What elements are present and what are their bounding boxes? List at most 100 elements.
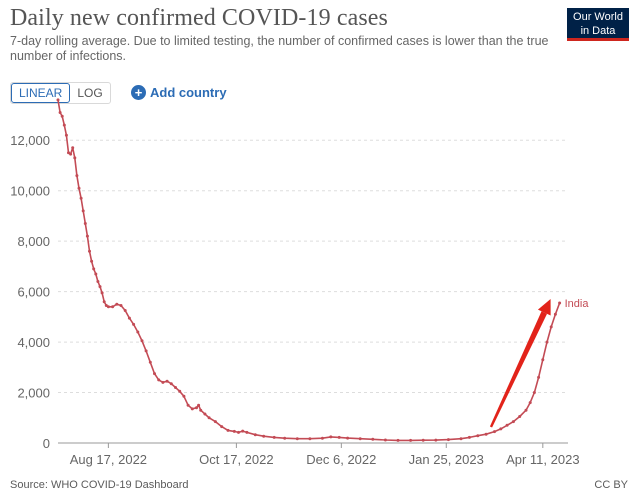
data-point[interactable] (545, 340, 549, 344)
data-point[interactable] (174, 386, 177, 389)
data-point[interactable] (58, 111, 62, 114)
data-point[interactable] (182, 394, 186, 398)
data-point[interactable] (73, 156, 77, 160)
data-point[interactable] (94, 272, 98, 276)
data-point[interactable] (383, 438, 387, 442)
data-point[interactable] (90, 259, 94, 263)
data-point[interactable] (459, 437, 463, 441)
data-point[interactable] (245, 430, 249, 434)
data-point[interactable] (77, 186, 81, 190)
data-point[interactable] (320, 436, 324, 440)
data-point[interactable] (358, 437, 362, 441)
x-tick-label: Jan 25, 2023 (409, 452, 484, 467)
add-country-button[interactable]: + Add country (131, 83, 227, 101)
data-point[interactable] (446, 438, 450, 442)
data-point[interactable] (169, 382, 173, 386)
data-point[interactable] (558, 301, 562, 305)
data-point[interactable] (60, 114, 64, 118)
data-point[interactable] (123, 309, 127, 312)
linear-scale-button[interactable]: LINEAR (11, 83, 71, 103)
data-point[interactable] (524, 408, 528, 412)
data-point[interactable] (115, 302, 119, 306)
data-point[interactable] (308, 437, 312, 441)
data-point[interactable] (499, 427, 503, 431)
data-point[interactable] (493, 430, 496, 434)
data-point[interactable] (203, 412, 207, 416)
data-point[interactable] (396, 438, 400, 442)
data-point[interactable] (81, 209, 85, 213)
data-point[interactable] (195, 406, 198, 410)
data-point[interactable] (161, 380, 165, 384)
data-point[interactable] (140, 339, 144, 343)
data-point[interactable] (541, 358, 545, 362)
data-point[interactable] (75, 174, 79, 178)
data-point[interactable] (88, 249, 91, 253)
data-point[interactable] (283, 436, 287, 440)
owid-logo[interactable]: Our World in Data (567, 8, 629, 41)
data-point[interactable] (237, 430, 240, 434)
data-point[interactable] (532, 391, 536, 394)
data-point[interactable] (337, 435, 341, 439)
data-point[interactable] (197, 403, 201, 407)
license-link[interactable]: CC BY (594, 479, 628, 491)
data-point[interactable] (144, 349, 148, 353)
data-point[interactable] (102, 300, 106, 304)
data-point[interactable] (371, 437, 375, 441)
data-point[interactable] (56, 98, 60, 102)
data-point[interactable] (253, 433, 257, 437)
data-point[interactable] (528, 401, 532, 405)
data-point[interactable] (100, 291, 104, 295)
data-point[interactable] (226, 428, 230, 432)
data-point[interactable] (272, 435, 276, 439)
data-point[interactable] (199, 408, 203, 412)
data-point[interactable] (106, 305, 110, 309)
data-point[interactable] (241, 429, 245, 433)
data-point[interactable] (64, 133, 68, 137)
data-point[interactable] (409, 438, 413, 442)
data-point[interactable] (262, 434, 266, 438)
data-point[interactable] (207, 416, 211, 420)
data-point[interactable] (96, 280, 100, 283)
data-point[interactable] (434, 438, 438, 442)
data-point[interactable] (537, 375, 541, 379)
data-point[interactable] (295, 437, 299, 441)
series-label-india[interactable]: India (565, 298, 590, 310)
logo-line-2: in Data (580, 25, 616, 37)
data-point[interactable] (136, 330, 140, 334)
data-point[interactable] (421, 438, 425, 442)
data-point[interactable] (178, 389, 182, 393)
series-line-india[interactable] (57, 99, 561, 442)
data-point[interactable] (467, 435, 471, 439)
data-point[interactable] (127, 316, 131, 320)
data-point[interactable] (119, 304, 123, 307)
data-point[interactable] (98, 285, 102, 289)
data-point[interactable] (111, 305, 115, 309)
data-point[interactable] (213, 420, 217, 424)
data-point[interactable] (148, 360, 152, 364)
data-point[interactable] (484, 432, 488, 436)
data-point[interactable] (505, 423, 509, 427)
data-point[interactable] (553, 312, 557, 316)
log-scale-button[interactable]: LOG (77, 86, 103, 100)
data-point[interactable] (132, 322, 136, 326)
data-point[interactable] (92, 267, 96, 271)
data-point[interactable] (511, 420, 515, 424)
data-point[interactable] (69, 152, 73, 156)
data-point[interactable] (85, 234, 89, 238)
data-point[interactable] (71, 146, 75, 150)
data-point[interactable] (232, 429, 236, 433)
data-point[interactable] (190, 407, 194, 411)
data-point[interactable] (83, 222, 87, 225)
data-point[interactable] (186, 403, 190, 407)
data-point[interactable] (346, 436, 350, 440)
data-point[interactable] (79, 196, 83, 200)
data-point[interactable] (518, 415, 522, 418)
data-point[interactable] (476, 434, 480, 438)
data-point[interactable] (329, 435, 333, 439)
data-point[interactable] (549, 325, 553, 329)
data-point[interactable] (165, 379, 169, 383)
data-point[interactable] (62, 123, 66, 127)
data-point[interactable] (153, 372, 156, 376)
data-point[interactable] (157, 378, 161, 382)
data-point[interactable] (220, 425, 224, 429)
